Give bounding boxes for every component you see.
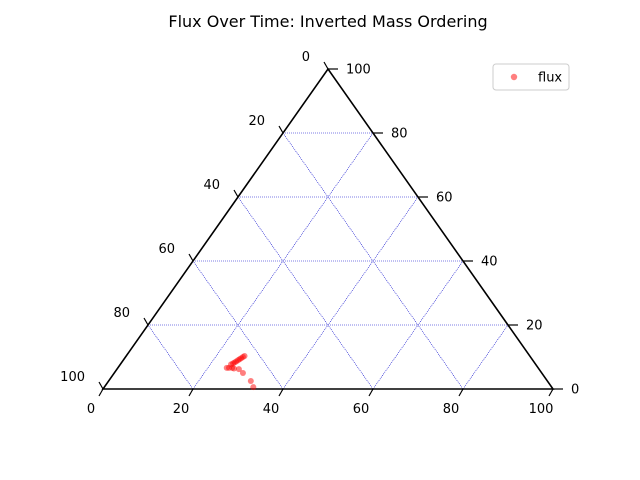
bottom-axis-tick — [98, 388, 104, 397]
axis-ticks: 0 20 40 60 80 100 0 20 40 60 80 100 0 20 40 60 80 100 — [60, 50, 579, 417]
flux-point — [230, 365, 237, 372]
bottom-axis-tick — [368, 388, 374, 397]
right-axis-tick-label: 20 — [526, 319, 543, 334]
grid-line — [372, 260, 464, 390]
chart-title: Flux Over Time: Inverted Mass Ordering — [168, 12, 487, 31]
bottom-axis-tick — [458, 388, 464, 397]
ternary-frame — [101, 67, 555, 390]
bottom-axis-tick — [278, 388, 284, 397]
left-axis-tick-label: 0 — [302, 50, 310, 65]
right-axis-tick-label: 40 — [481, 255, 498, 270]
bottom-axis-tick-label: 0 — [87, 402, 95, 417]
flux-point — [235, 366, 242, 373]
bottom-axis-tick-label: 40 — [263, 402, 280, 417]
legend: flux — [492, 63, 570, 91]
right-axis-tick-label: 60 — [436, 191, 453, 206]
grid-line — [282, 196, 419, 390]
left-axis-tick-label: 80 — [113, 306, 130, 321]
right-axis-tick-label: 0 — [571, 383, 579, 398]
grid-line — [192, 260, 284, 390]
left-axis-tick — [278, 125, 284, 134]
legend-marker — [510, 73, 518, 81]
flux-point — [250, 384, 257, 391]
left-axis-tick-label: 60 — [158, 242, 175, 257]
right-axis-tick-label: 100 — [346, 63, 371, 78]
bottom-axis-tick — [548, 388, 554, 397]
grid-line — [462, 324, 509, 390]
left-axis-tick — [188, 253, 194, 262]
grid-line — [237, 196, 374, 390]
bottom-axis-tick-label: 100 — [529, 402, 554, 417]
left-axis-tick — [233, 189, 239, 198]
grid-lines — [147, 132, 509, 390]
bottom-axis-tick-label: 60 — [353, 402, 370, 417]
bottom-axis-tick-label: 20 — [173, 402, 190, 417]
left-axis-tick-label: 40 — [203, 178, 220, 193]
bottom-axis-tick — [188, 388, 194, 397]
left-axis-tick-label: 20 — [248, 114, 265, 129]
legend-label: flux — [538, 71, 562, 86]
left-axis-tick — [98, 381, 104, 390]
right-axis-tick-label: 80 — [391, 127, 408, 142]
flux-point — [239, 370, 246, 376]
left-axis-tick — [143, 317, 149, 326]
left-axis-tick-label: 100 — [60, 370, 85, 385]
flux-points — [223, 353, 257, 391]
grid-line — [147, 324, 194, 390]
legend-box — [492, 63, 570, 91]
left-axis-tick — [323, 61, 329, 70]
bottom-axis-tick-label: 80 — [443, 402, 460, 417]
flux-point — [247, 378, 254, 384]
